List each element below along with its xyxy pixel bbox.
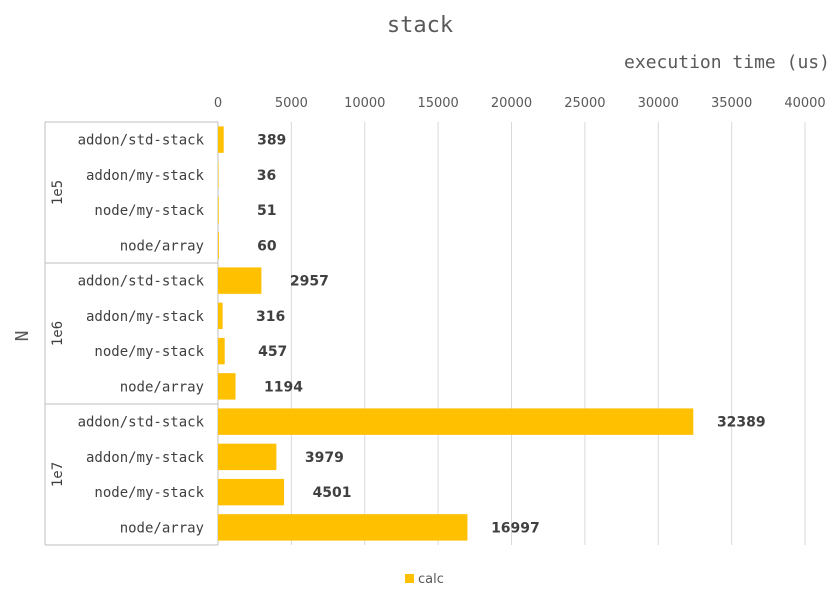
data-label: 32389 [717, 415, 766, 431]
data-label: 4501 [313, 485, 352, 501]
bar [218, 337, 225, 365]
bar [218, 514, 468, 541]
x-tick-label: 10000 [344, 96, 385, 111]
bar [218, 196, 219, 224]
x-tick-label: 15000 [417, 96, 458, 111]
x-axis-ticks: 0 5000 10000 15000 20000 25000 30000 35000 40000 [214, 96, 826, 111]
x-tick-label: 20000 [491, 96, 532, 111]
bar [218, 478, 285, 506]
legend-swatch-calc [405, 574, 414, 583]
category-axis: 1e5 addon/std-stack addon/my-stack node/my-… [44, 121, 219, 546]
group-label: 1e7 [50, 462, 66, 487]
category-label: addon/my-stack [86, 309, 205, 325]
category-label: node/my-stack [94, 485, 204, 501]
data-label: 3979 [305, 450, 344, 466]
category-label: node/array [120, 520, 204, 536]
data-label: 1194 [264, 379, 303, 395]
data-label: 60 [257, 238, 277, 254]
category-label: addon/std-stack [78, 133, 205, 149]
data-label: 2957 [290, 274, 329, 290]
bars [218, 126, 694, 541]
data-label: 389 [257, 133, 286, 149]
category-label: addon/my-stack [86, 450, 205, 466]
category-label: addon/my-stack [86, 168, 205, 184]
x-tick-label: 25000 [564, 96, 605, 111]
category-label: node/array [120, 379, 204, 395]
x-tick-label: 35000 [711, 96, 752, 111]
bar [218, 373, 236, 400]
data-label: 16997 [491, 520, 540, 536]
data-label: 457 [258, 344, 287, 360]
data-label: 316 [256, 309, 285, 325]
x-tick-label: 0 [214, 96, 222, 111]
category-label: addon/std-stack [78, 415, 205, 431]
bar [218, 267, 262, 294]
legend: calc [405, 572, 444, 587]
y-axis-title: N [12, 331, 33, 342]
x-tick-label: 5000 [275, 96, 308, 111]
category-label: node/my-stack [94, 344, 204, 360]
x-tick-label: 40000 [784, 96, 825, 111]
category-label: node/array [120, 238, 204, 254]
chart-title: stack [387, 13, 453, 38]
legend-label-calc: calc [418, 572, 444, 587]
data-label: 36 [257, 168, 276, 184]
bar [218, 161, 219, 189]
x-axis-title: execution time (us) [624, 52, 830, 73]
data-label: 51 [257, 203, 276, 219]
group-label: 1e6 [50, 321, 66, 346]
bar [218, 408, 694, 435]
x-tick-label: 30000 [638, 96, 679, 111]
gridlines [290, 122, 806, 545]
category-label: addon/std-stack [78, 274, 205, 290]
bar [218, 232, 219, 259]
bar [218, 126, 224, 153]
data-labels: 389 36 51 60 2957 316 457 1194 32389 3979 4501 1699… [256, 133, 766, 537]
bar [218, 443, 277, 471]
group-label: 1e5 [50, 180, 66, 205]
bar [218, 302, 223, 330]
category-label: node/my-stack [94, 203, 204, 219]
